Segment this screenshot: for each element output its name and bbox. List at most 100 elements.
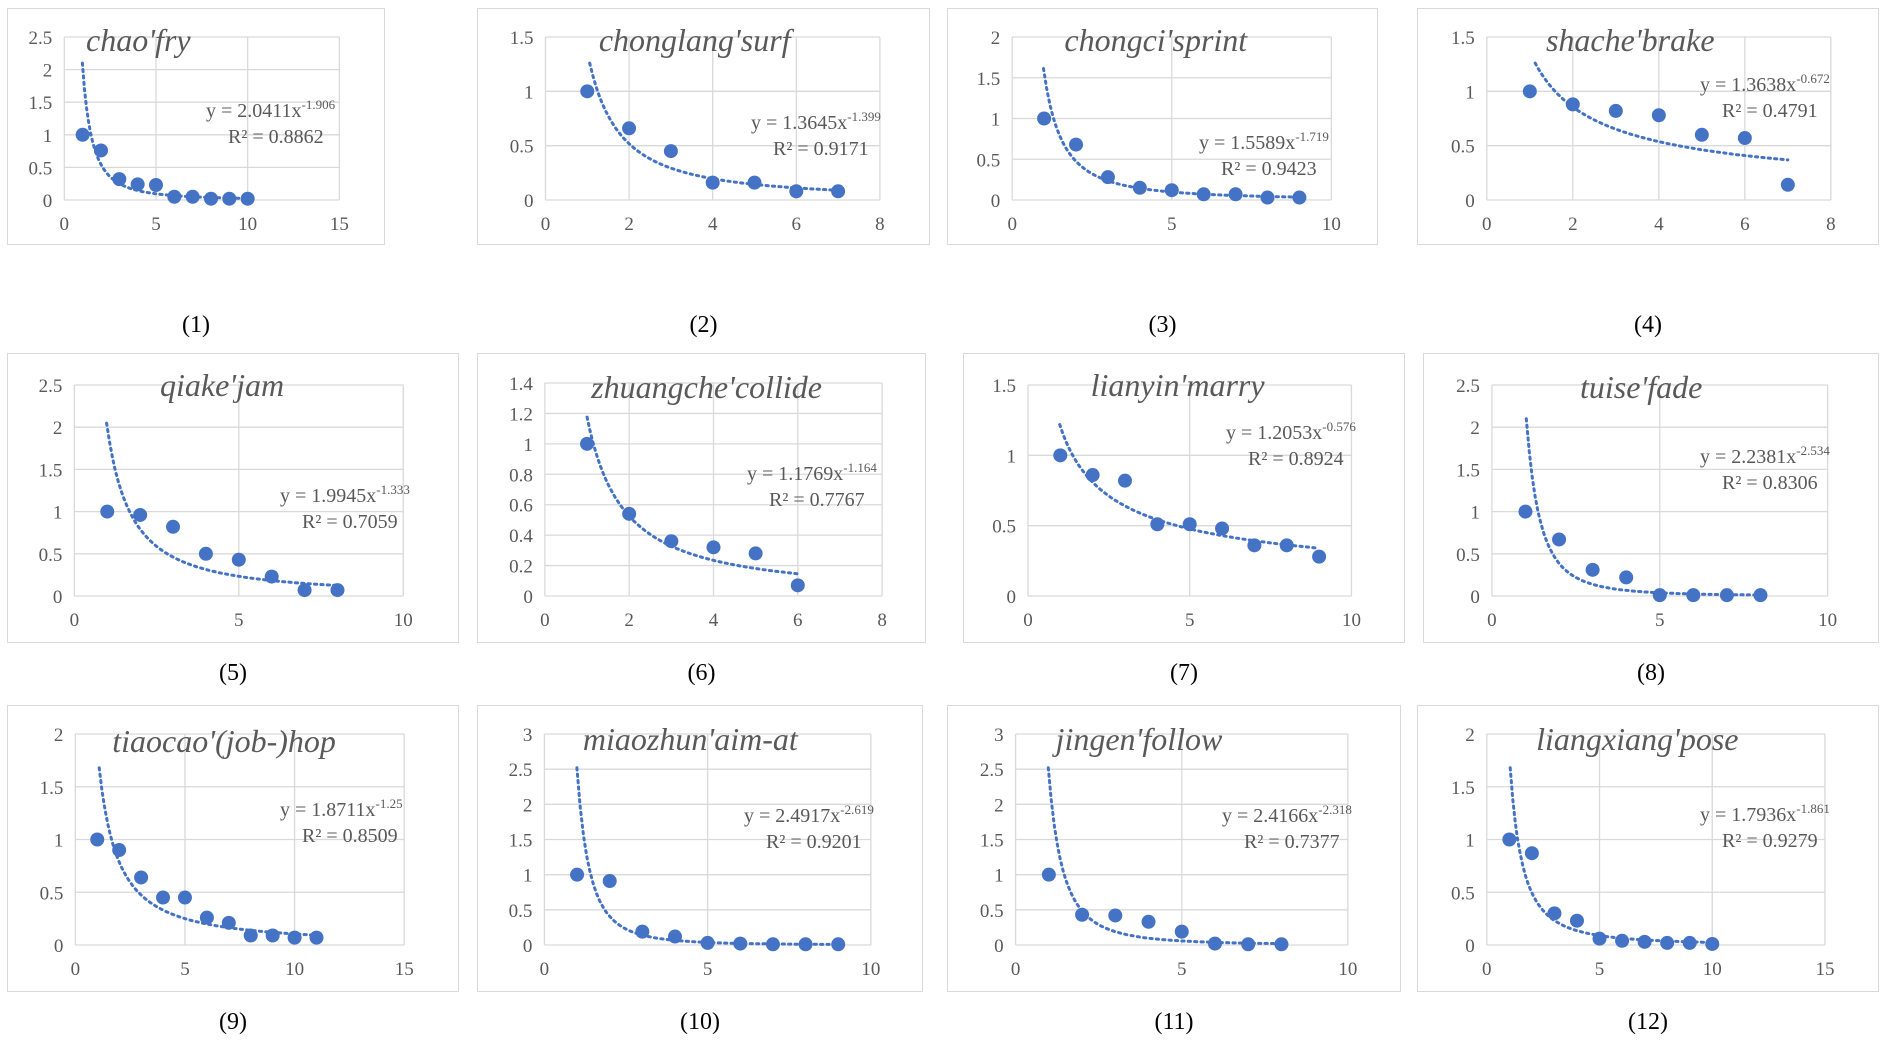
chart-svg: 0 0.5 1 1.5 2 0 5 10 chongci'sprint y = 1.5589x-1… [976, 22, 1340, 235]
data-point [1108, 908, 1123, 923]
y-tick-label: 0.5 [1451, 883, 1475, 904]
y-tick-label: 2 [991, 28, 1001, 49]
trendline-equation: y = 1.5589x-1.719 [1199, 129, 1329, 154]
x-tick-label: 5 [1595, 959, 1605, 980]
x-tick-label: 0 [1482, 959, 1492, 980]
r-squared-label: R² = 0.8509 [302, 825, 398, 847]
data-point [1753, 588, 1768, 603]
y-tick-label: 2.5 [509, 760, 533, 781]
r-squared-label: R² = 0.9423 [1221, 158, 1317, 180]
y-tick-label: 1 [1465, 831, 1475, 852]
panel-caption: (7) [1170, 660, 1198, 686]
y-tick-label: 1 [991, 110, 1001, 131]
y-tick-label: 1.5 [976, 69, 1000, 90]
data-point [1182, 517, 1197, 532]
x-tick-label: 0 [1023, 610, 1033, 631]
y-tick-label: 1.5 [1451, 28, 1475, 49]
x-tick-label: 0 [540, 959, 550, 980]
y-tick-label: 2 [53, 418, 63, 439]
y-tick-label: 0.5 [1451, 137, 1475, 158]
x-tick-label: 5 [703, 959, 713, 980]
y-tick-label: 1.5 [510, 28, 534, 49]
data-point [130, 177, 145, 192]
data-point [1150, 517, 1165, 532]
chart-title: lianyin'marry [1091, 367, 1266, 403]
y-tick-label: 0 [1006, 587, 1016, 608]
x-tick-label: 5 [1655, 610, 1665, 631]
r-squared-label: R² = 0.4791 [1722, 100, 1818, 122]
trendline-equation: y = 1.2053x-0.576 [1226, 419, 1356, 444]
trendline-equation: y = 2.0411x-1.906 [206, 97, 336, 122]
x-tick-label: 6 [792, 214, 802, 235]
y-tick-label: 3 [523, 725, 533, 746]
chart-svg: 0 0.5 1 1.5 0 2 4 6 8 shache'brake y = 1.3638x-0.6… [1451, 22, 1836, 235]
y-tick-label: 1.5 [980, 831, 1004, 852]
y-tick-label: 0.8 [509, 465, 533, 486]
chart-title: tiaocao'(job-)hop [112, 723, 336, 759]
x-tick-label: 10 [1703, 959, 1722, 980]
x-tick-label: 15 [1815, 959, 1834, 980]
trendline-equation: y = 1.8711x-1.25 [280, 796, 403, 821]
data-point [1041, 867, 1056, 882]
trendline-equation: y = 2.4917x-2.619 [744, 802, 874, 827]
data-point [635, 924, 650, 939]
trendline-equation: y = 1.3645x-1.399 [751, 109, 881, 134]
y-tick-label: 0 [53, 587, 63, 608]
data-point [1174, 924, 1189, 939]
data-point [700, 935, 715, 950]
data-point [90, 832, 105, 847]
data-point [1141, 914, 1156, 929]
chart-title: zhuangche'collide [590, 369, 822, 405]
data-point [1260, 190, 1275, 205]
data-point [75, 127, 90, 142]
data-point [1705, 936, 1720, 951]
x-tick-label: 10 [1818, 610, 1837, 631]
chart-title: tuise'fade [1580, 369, 1702, 405]
data-point [203, 191, 218, 206]
data-point [765, 937, 780, 952]
chart-panel: 0 0.5 1 1.5 2 2.5 0 5 10 qiake'jam y = 1.9945x-1.3… [7, 353, 459, 643]
y-tick-label: 0.2 [509, 557, 533, 578]
data-point [580, 436, 595, 451]
x-tick-label: 0 [71, 959, 81, 980]
x-tick-label: 4 [709, 610, 719, 631]
y-tick-label: 0.5 [39, 545, 63, 566]
x-tick-label: 6 [793, 610, 803, 631]
data-point [1164, 183, 1179, 198]
trendline [80, 61, 250, 200]
x-tick-label: 2 [1568, 214, 1578, 235]
y-tick-label: 0.5 [976, 150, 1000, 171]
chart-panel: 0 0.5 1 1.5 2 2.5 3 0 5 10 miaozhun'aim-at y = 2.49… [477, 705, 923, 992]
r-squared-label: R² = 0.9279 [1722, 830, 1818, 852]
chart-svg: 0 0.5 1 1.5 2 2.5 0 5 10 tuise'fade y = 2.2381x-2.… [1456, 369, 1837, 631]
y-tick-label: 2 [994, 795, 1004, 816]
y-tick-label: 1 [54, 831, 64, 852]
trendline [1533, 61, 1790, 162]
panel-caption: (12) [1628, 1009, 1668, 1035]
chart-svg: 0 0.5 1 1.5 2 2.5 3 0 5 10 miaozhun'aim-at y = 2.49… [509, 721, 881, 980]
y-tick-label: 1.5 [39, 460, 63, 481]
data-point [265, 928, 280, 943]
r-squared-label: R² = 0.7767 [769, 489, 865, 511]
y-tick-label: 2.5 [980, 760, 1004, 781]
chart-panel: 0 0.5 1 1.5 2 2.5 0 5 10 15 chao'fry y = 2.0411x-1.… [7, 8, 385, 245]
x-tick-label: 0 [1011, 959, 1021, 980]
data-point [664, 534, 679, 549]
data-point [1502, 832, 1517, 847]
trendline [97, 766, 318, 937]
data-point [747, 175, 762, 190]
data-point [733, 936, 748, 951]
x-tick-label: 10 [1338, 959, 1357, 980]
panel-caption: (9) [219, 1009, 247, 1035]
data-point [1552, 532, 1567, 547]
y-tick-label: 0.5 [1456, 545, 1480, 566]
data-point [1522, 84, 1537, 99]
panel-caption: (5) [219, 660, 247, 686]
data-point [309, 930, 324, 945]
data-point [831, 184, 846, 199]
chart-panel: 0 0.5 1 1.5 2 2.5 0 5 10 tuise'fade y = 2.2381x-2.… [1423, 353, 1879, 643]
y-tick-label: 0.6 [509, 496, 533, 517]
y-tick-label: 0.5 [509, 901, 533, 922]
x-tick-label: 0 [70, 610, 80, 631]
chart-panel: 0 0.5 1 1.5 2 0 5 10 15 tiaocao'(job-)hop y = 1.87… [7, 705, 459, 992]
